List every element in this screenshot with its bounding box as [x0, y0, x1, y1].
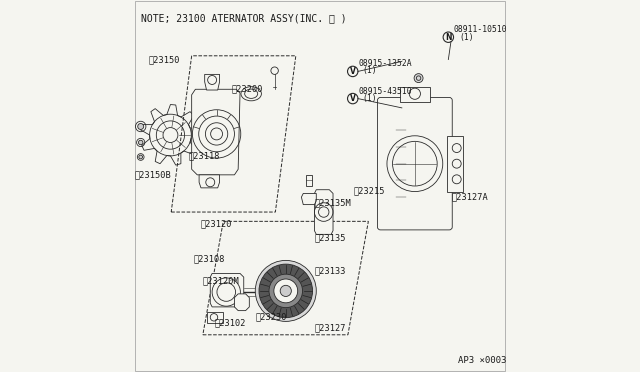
- Text: 08915-1352A: 08915-1352A: [358, 59, 412, 68]
- Text: ※23215: ※23215: [353, 186, 385, 195]
- Circle shape: [259, 264, 312, 318]
- Text: ※23150: ※23150: [148, 55, 180, 64]
- Circle shape: [414, 74, 423, 83]
- Text: 08915-43510: 08915-43510: [358, 87, 412, 96]
- Text: ※23135: ※23135: [314, 234, 346, 243]
- Text: ※23135M: ※23135M: [314, 198, 351, 207]
- Text: ※23102: ※23102: [215, 318, 246, 327]
- Text: ※23118: ※23118: [189, 152, 221, 161]
- Polygon shape: [205, 74, 220, 90]
- Polygon shape: [207, 312, 223, 323]
- Text: ※23108: ※23108: [193, 254, 225, 263]
- Circle shape: [255, 260, 316, 321]
- Polygon shape: [211, 273, 244, 307]
- Circle shape: [443, 32, 454, 42]
- Text: (1): (1): [460, 33, 474, 42]
- Text: ※23150B: ※23150B: [135, 170, 172, 179]
- Circle shape: [138, 140, 143, 145]
- Circle shape: [280, 285, 291, 296]
- Polygon shape: [301, 193, 316, 205]
- Polygon shape: [234, 294, 250, 311]
- Text: ※23127: ※23127: [314, 324, 346, 333]
- Circle shape: [139, 155, 143, 159]
- Text: 08911-10510: 08911-10510: [454, 25, 508, 34]
- Text: AP3 ×0003: AP3 ×0003: [458, 356, 506, 365]
- Text: ※23133: ※23133: [314, 266, 346, 275]
- Polygon shape: [306, 175, 312, 186]
- Bar: [447, 136, 463, 192]
- Polygon shape: [191, 89, 240, 175]
- Text: NOTE; 23100 ATERNATOR ASSY(INC. ※ ): NOTE; 23100 ATERNATOR ASSY(INC. ※ ): [141, 14, 346, 23]
- Circle shape: [348, 66, 358, 77]
- Polygon shape: [400, 87, 429, 102]
- Circle shape: [348, 93, 358, 104]
- FancyBboxPatch shape: [378, 97, 452, 230]
- Text: V: V: [350, 94, 356, 103]
- Text: N: N: [445, 33, 452, 42]
- Text: (1): (1): [363, 66, 378, 75]
- Text: (1): (1): [363, 94, 378, 103]
- Circle shape: [138, 124, 143, 129]
- Text: ※23200: ※23200: [232, 85, 263, 94]
- Circle shape: [274, 279, 298, 303]
- Text: ※23120M: ※23120M: [203, 276, 239, 285]
- Text: V: V: [350, 67, 356, 76]
- Circle shape: [269, 274, 303, 308]
- Text: ※23120: ※23120: [200, 219, 232, 228]
- Text: ※23230: ※23230: [256, 312, 287, 321]
- Polygon shape: [314, 190, 333, 234]
- Polygon shape: [199, 175, 220, 188]
- Text: ※23127A: ※23127A: [452, 193, 489, 202]
